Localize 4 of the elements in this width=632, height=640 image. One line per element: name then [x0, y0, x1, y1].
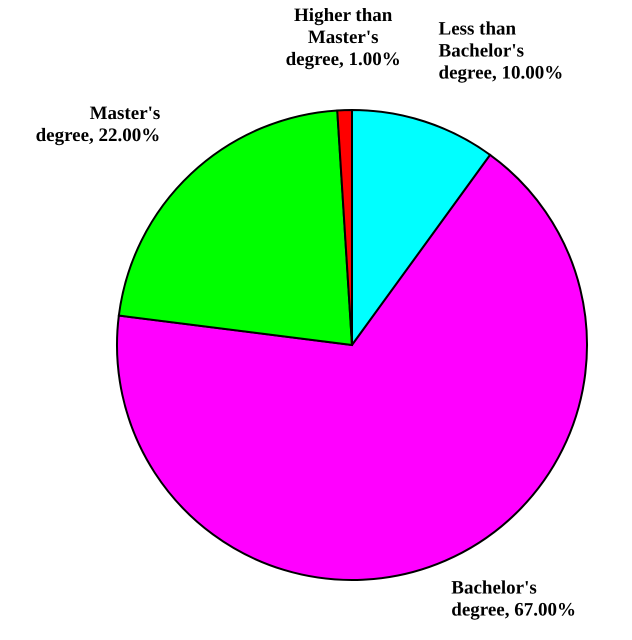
slice-label: Master's degree, 22.00% — [36, 102, 160, 146]
slice-label: Less than Bachelor's degree, 10.00% — [438, 18, 564, 84]
slice-label: Bachelor's degree, 67.00% — [451, 577, 576, 620]
slice-label: Higher than Master's degree, 1.00% — [286, 5, 401, 70]
